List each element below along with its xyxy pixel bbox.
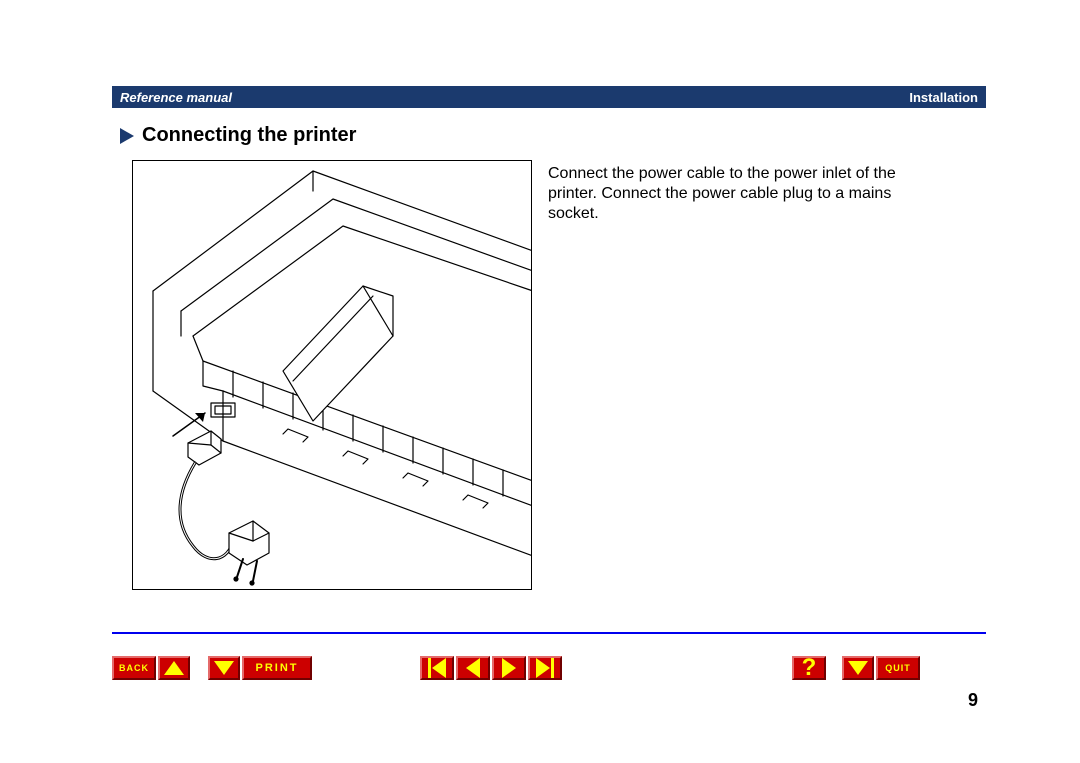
triangle-left-icon: [466, 658, 480, 678]
help-button[interactable]: ?: [792, 656, 826, 680]
bar-icon: [428, 658, 431, 678]
back-label: BACK: [119, 663, 149, 673]
header-right: Installation: [909, 90, 978, 105]
header-left: Reference manual: [120, 90, 232, 105]
header-bar: Reference manual Installation: [112, 86, 986, 108]
question-icon: ?: [802, 656, 817, 680]
page-number: 9: [968, 690, 978, 711]
body-text: Connect the power cable to the power inl…: [548, 164, 908, 224]
next-page-button[interactable]: [492, 656, 526, 680]
section-heading: Connecting the printer: [120, 124, 356, 147]
menu-down-button[interactable]: [842, 656, 874, 680]
triangle-right-icon: [502, 658, 516, 678]
heading-text: Connecting the printer: [142, 124, 356, 147]
triangle-up-icon: [164, 661, 184, 675]
page: Reference manual Installation Connecting…: [0, 0, 1080, 763]
print-label: PRINT: [256, 662, 299, 674]
next-section-button[interactable]: [208, 656, 240, 680]
bar-icon: [551, 658, 554, 678]
prev-page-button[interactable]: [456, 656, 490, 680]
quit-label: QUIT: [885, 663, 911, 673]
illustration: [132, 160, 532, 590]
triangle-down-icon: [848, 661, 868, 675]
last-page-button[interactable]: [528, 656, 562, 680]
divider: [112, 632, 986, 634]
prev-section-button[interactable]: [158, 656, 190, 680]
back-button[interactable]: BACK: [112, 656, 156, 680]
print-button[interactable]: PRINT: [242, 656, 312, 680]
printer-diagram-icon: [133, 161, 532, 590]
triangle-left-icon: [432, 658, 446, 678]
triangle-down-icon: [214, 661, 234, 675]
arrow-right-icon: [120, 128, 134, 144]
nav-bar: BACK PRINT ?: [112, 656, 986, 686]
triangle-right-icon: [536, 658, 550, 678]
first-page-button[interactable]: [420, 656, 454, 680]
quit-button[interactable]: QUIT: [876, 656, 920, 680]
